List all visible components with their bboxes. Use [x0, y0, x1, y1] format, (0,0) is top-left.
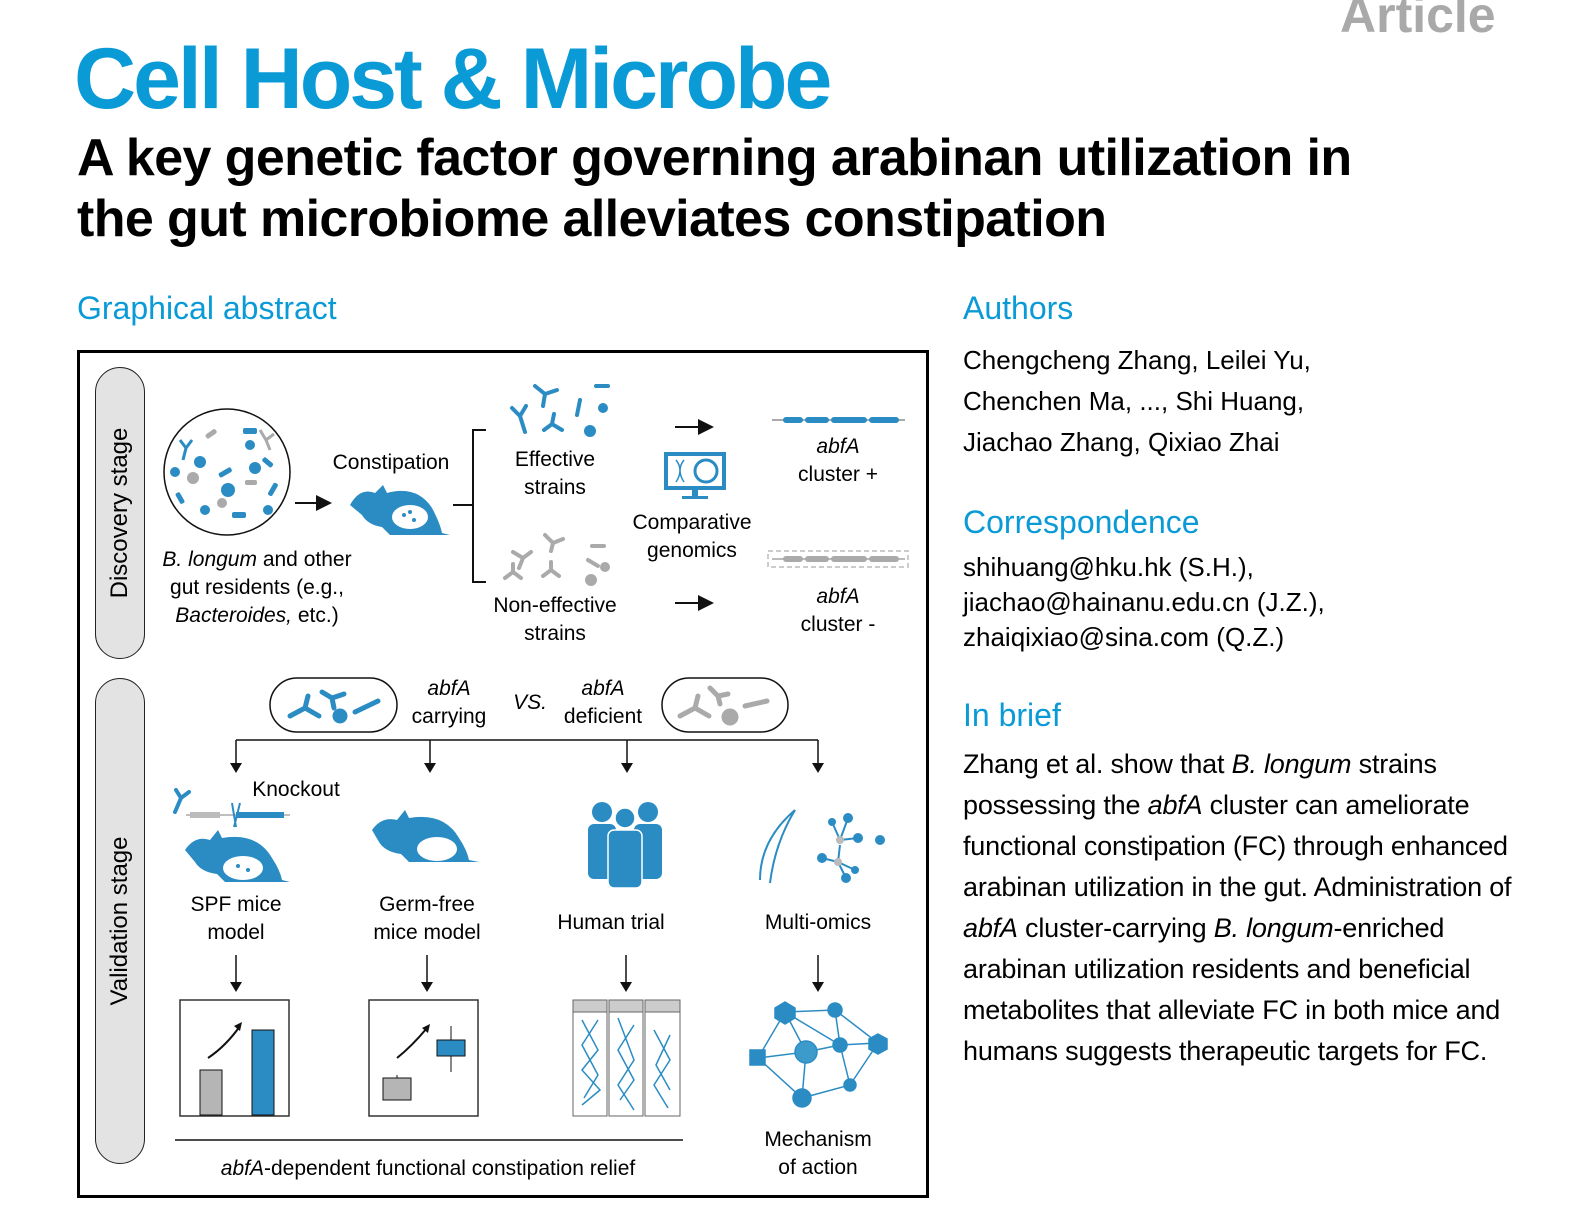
discovery-graphics — [163, 384, 909, 611]
multi-omics-label: Multi-omics — [764, 911, 872, 934]
computer-genomics-icon — [664, 452, 726, 499]
mouse-icon — [350, 485, 450, 535]
title-line: A key genetic factor governing arabinan … — [77, 129, 1352, 187]
email-link[interactable]: zhaiqixiao@sina.com (Q.Z.) — [963, 622, 1285, 652]
paired-plot-icon — [572, 999, 681, 1117]
discovery-stage-label: Discovery stage — [106, 427, 133, 599]
relief-caption: abfA-dependent functional constipation r… — [220, 1157, 636, 1180]
email-link[interactable]: shihuang@hku.hk (S.H.), — [963, 552, 1254, 582]
bar-chart-icon — [179, 999, 290, 1117]
germ-free-label: Germ-free mice model — [373, 893, 481, 944]
abfa-carrying-label: abfA carrying — [411, 677, 487, 728]
abfa-carrying-strains-icon — [269, 677, 398, 733]
discovery-stage-pill: Discovery stage — [95, 367, 145, 659]
abfa-deficient-label: abfA deficient — [563, 677, 643, 728]
multi-omics-icon — [759, 809, 885, 884]
comparative-genomics-label: Comparative genomics — [632, 511, 752, 562]
spf-mice-label: SPF mice model — [190, 893, 282, 944]
article-title: A key genetic factor governing arabinan … — [77, 128, 1352, 250]
title-line: the gut microbiome alleviates constipati… — [77, 190, 1107, 248]
graphical-abstract-heading: Graphical abstract — [77, 290, 337, 326]
author-line: Jiachao Zhang, Qixiao Zhai — [963, 427, 1280, 457]
graphical-abstract-figure — [77, 350, 929, 1198]
correspondence-list: shihuang@hku.hk (S.H.), jiachao@hainanu.… — [963, 550, 1325, 655]
in-brief-text: Zhang et al. show that B. longum strains… — [963, 749, 1512, 1066]
cluster-plus-label: abfA cluster + — [798, 435, 878, 486]
abfa-deficient-strains-icon — [661, 677, 789, 733]
knockout-label: Knockout — [252, 778, 340, 801]
journal-name: Cell Host & Microbe — [74, 31, 832, 127]
gene-cluster-absent-icon — [767, 550, 909, 568]
correspondence-heading: Correspondence — [963, 504, 1200, 540]
box-plot-icon — [368, 999, 479, 1117]
human-trial-label: Human trial — [557, 911, 665, 934]
germ-free-mouse-icon — [372, 810, 479, 862]
gut-community-icon — [163, 408, 291, 536]
article-type-label: Article — [1340, 0, 1496, 43]
people-icon — [588, 802, 662, 889]
versus-label: VS. — [513, 691, 547, 714]
cluster-minus-label: abfA cluster - — [800, 585, 876, 636]
community-caption: B. longum and other gut residents (e.g.,… — [162, 548, 352, 627]
bracket — [453, 429, 486, 583]
non-effective-strains-label: Non-effective strains — [493, 594, 617, 645]
author-line: Chengcheng Zhang, Leilei Yu, — [963, 345, 1311, 375]
spf-mouse-icon — [185, 830, 290, 882]
validation-stage-label: Validation stage — [106, 836, 133, 1006]
author-line: Chenchen Ma, ..., Shi Huang, — [963, 386, 1305, 416]
knockout-icon — [173, 788, 290, 828]
mechanism-label: Mechanism of action — [764, 1128, 872, 1179]
authors-heading: Authors — [963, 290, 1074, 326]
network-icon — [749, 1001, 888, 1108]
email-link[interactable]: jiachao@hainanu.edu.cn (J.Z.), — [963, 587, 1325, 617]
authors-list: Chengcheng Zhang, Leilei Yu, Chenchen Ma… — [963, 340, 1311, 463]
effective-strains-icon — [510, 384, 610, 437]
non-effective-strains-icon — [503, 533, 610, 586]
validation-graphics — [173, 677, 888, 1141]
validation-stage-pill: Validation stage — [95, 678, 145, 1164]
effective-strains-label: Effective strains — [514, 448, 596, 499]
constipation-label: Constipation — [332, 451, 450, 474]
in-brief-heading: In brief — [963, 697, 1061, 733]
gene-cluster-present-icon — [772, 417, 905, 423]
